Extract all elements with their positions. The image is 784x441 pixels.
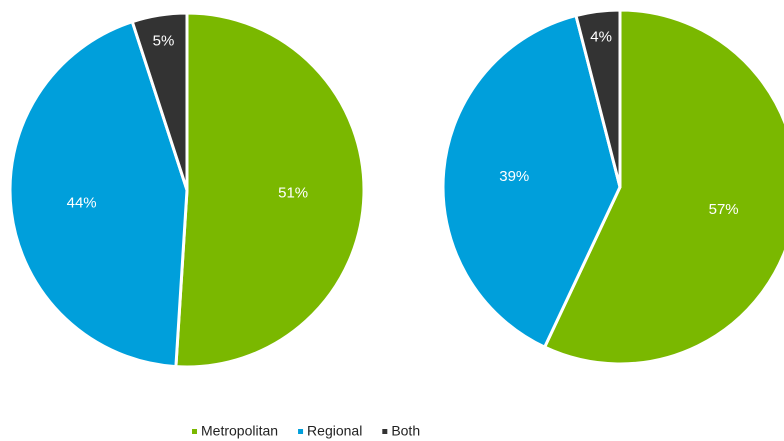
legend-label: Both: [391, 423, 420, 439]
data-label: 57%: [709, 201, 739, 218]
data-label: 44%: [67, 194, 97, 211]
legend-label: Metropolitan: [201, 423, 278, 439]
data-label: 39%: [499, 168, 529, 185]
legend-label: Regional: [307, 423, 362, 439]
data-label: 51%: [278, 184, 308, 201]
pie-slice: [130, 11, 189, 192]
pie-slice: [543, 8, 784, 366]
pie-slice: [8, 20, 189, 369]
legend-marker: [382, 429, 388, 434]
pie-slice: [441, 14, 622, 349]
data-label: 5%: [153, 32, 175, 49]
pie-slice: [174, 11, 366, 369]
pie-slice: [574, 8, 622, 189]
legend-marker: [192, 429, 197, 434]
legend-marker: [298, 429, 304, 434]
data-label: 4%: [590, 29, 612, 46]
